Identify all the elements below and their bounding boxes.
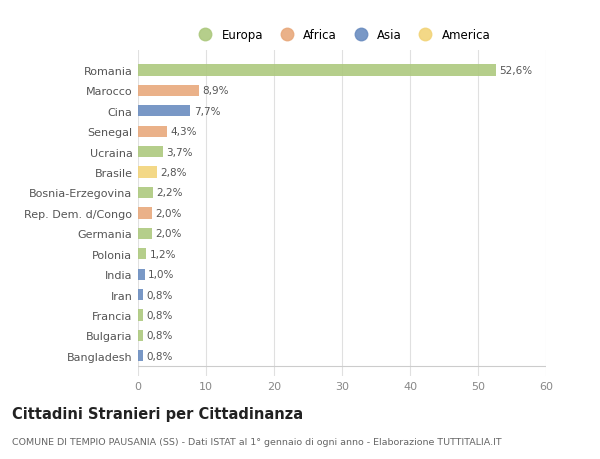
Text: 0,8%: 0,8% [147,330,173,341]
Bar [138,228,152,240]
Text: 52,6%: 52,6% [499,66,532,76]
Bar [138,350,143,362]
Text: 2,0%: 2,0% [155,229,181,239]
Text: 3,7%: 3,7% [167,147,193,157]
Bar [138,269,145,280]
Text: 1,0%: 1,0% [148,269,175,280]
Bar [138,147,163,158]
Text: 2,2%: 2,2% [157,188,183,198]
Bar [138,65,496,77]
Text: 4,3%: 4,3% [170,127,197,137]
Bar [138,208,152,219]
Text: 7,7%: 7,7% [194,106,220,117]
Bar [138,289,143,301]
Text: 0,8%: 0,8% [147,310,173,320]
Text: 2,8%: 2,8% [160,168,187,178]
Text: 8,9%: 8,9% [202,86,229,96]
Text: 1,2%: 1,2% [149,249,176,259]
Bar [138,310,143,321]
Bar [138,187,153,199]
Text: 0,8%: 0,8% [147,290,173,300]
Text: 0,8%: 0,8% [147,351,173,361]
Bar [138,167,157,178]
Bar [138,249,146,260]
Legend: Europa, Africa, Asia, America: Europa, Africa, Asia, America [191,27,493,45]
Text: COMUNE DI TEMPIO PAUSANIA (SS) - Dati ISTAT al 1° gennaio di ogni anno - Elabora: COMUNE DI TEMPIO PAUSANIA (SS) - Dati IS… [12,437,502,446]
Bar [138,106,190,117]
Bar [138,330,143,341]
Text: 2,0%: 2,0% [155,208,181,218]
Text: Cittadini Stranieri per Cittadinanza: Cittadini Stranieri per Cittadinanza [12,406,303,421]
Bar [138,126,167,138]
Bar [138,86,199,97]
